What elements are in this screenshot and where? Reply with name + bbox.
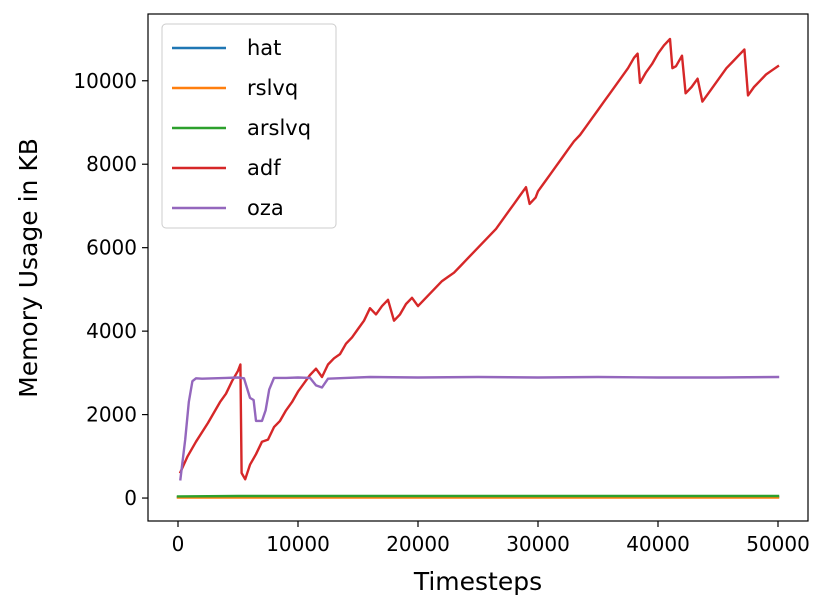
legend-label-rslvq: rslvq bbox=[247, 76, 298, 100]
y-axis-label: Memory Usage in KB bbox=[14, 138, 43, 398]
y-axis: 0 2000 4000 6000 8000 10000 bbox=[73, 69, 148, 510]
y-tick-label: 10000 bbox=[73, 69, 137, 93]
x-axis: 0 10000 20000 30000 40000 50000 bbox=[172, 521, 810, 556]
legend-label-adf: adf bbox=[247, 156, 281, 180]
y-tick-label: 4000 bbox=[86, 319, 137, 343]
x-tick-label: 20000 bbox=[386, 532, 450, 556]
legend-label-hat: hat bbox=[247, 36, 281, 60]
legend-box bbox=[161, 23, 337, 229]
y-tick-label: 8000 bbox=[86, 152, 137, 176]
x-tick-label: 50000 bbox=[746, 532, 810, 556]
series-layer bbox=[176, 37, 780, 499]
legend: hat rslvq arslvq adf oza bbox=[161, 23, 337, 229]
x-tick-label: 30000 bbox=[506, 532, 570, 556]
y-tick-label: 2000 bbox=[86, 403, 137, 427]
legend-label-oza: oza bbox=[247, 196, 284, 220]
y-tick-label: 6000 bbox=[86, 236, 137, 260]
plot-frame bbox=[147, 13, 809, 522]
series-line-adf bbox=[178, 37, 780, 481]
x-axis-label: Timesteps bbox=[413, 567, 542, 596]
series-line-oza bbox=[179, 375, 780, 481]
x-tick-label: 0 bbox=[172, 532, 185, 556]
y-tick-label: 0 bbox=[124, 486, 137, 510]
x-tick-label: 10000 bbox=[266, 532, 330, 556]
x-tick-label: 40000 bbox=[626, 532, 690, 556]
legend-label-arslvq: arslvq bbox=[247, 116, 311, 140]
